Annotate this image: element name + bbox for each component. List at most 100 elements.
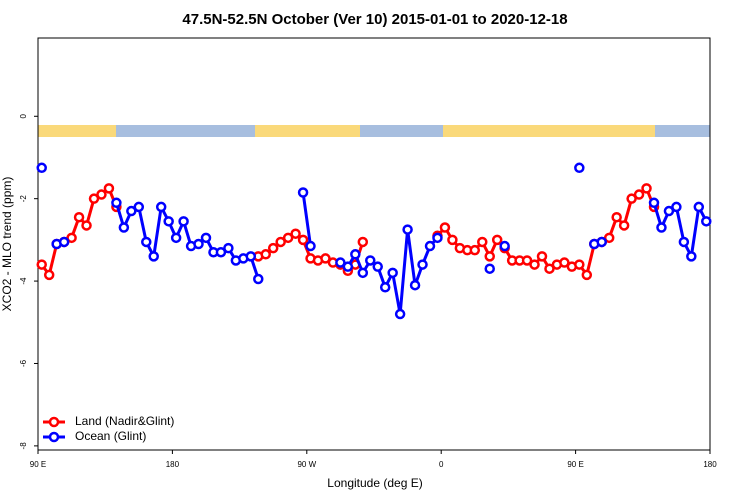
data-point — [574, 162, 585, 174]
data-point — [155, 201, 167, 213]
legend-marker — [48, 416, 60, 428]
data-point — [96, 189, 107, 200]
data-point — [379, 282, 391, 293]
x-tick-label: 90 E — [30, 460, 46, 469]
data-point — [290, 228, 301, 239]
data-point — [193, 238, 204, 250]
data-point — [297, 234, 309, 246]
chart-title: 47.5N-52.5N October (Ver 10) 2015-01-01 … — [182, 11, 567, 28]
data-point — [245, 251, 257, 262]
data-point — [603, 232, 615, 244]
data-point — [215, 246, 227, 258]
data-point — [648, 197, 660, 209]
legend-label: Ocean (Glint) — [75, 429, 146, 443]
y-tick-label: -4 — [19, 277, 28, 285]
data-point — [253, 273, 264, 285]
data-point — [633, 189, 645, 200]
legend-label: Land (Nadir&Glint) — [75, 414, 174, 428]
data-point — [671, 201, 682, 213]
x-tick-label: 90 E — [567, 460, 583, 469]
data-point — [335, 257, 346, 268]
legend: Land (Nadir&Glint)Ocean (Glint) — [43, 414, 174, 443]
data-point — [282, 232, 294, 244]
data-point — [66, 232, 77, 244]
data-point — [365, 255, 376, 266]
plot-frame — [37, 37, 711, 451]
data-point — [656, 222, 667, 233]
data-point — [350, 249, 361, 260]
data-point — [372, 261, 383, 272]
data-point — [663, 205, 675, 217]
data-point — [469, 244, 481, 256]
land-strip — [443, 125, 655, 137]
data-point — [342, 261, 354, 272]
data-point — [693, 201, 705, 213]
data-point — [260, 249, 271, 260]
data-point — [267, 242, 279, 254]
data-point — [678, 236, 690, 248]
data-point — [58, 236, 70, 248]
data-point — [491, 234, 503, 246]
data-point — [618, 220, 630, 231]
data-point — [36, 162, 47, 174]
data-point — [118, 222, 130, 233]
data-point — [581, 269, 593, 281]
data-point — [686, 251, 697, 262]
data-point — [574, 259, 585, 270]
data-point — [148, 251, 159, 262]
data-point — [73, 211, 85, 223]
data-point — [275, 236, 286, 248]
data-point — [447, 234, 458, 246]
data-point — [133, 201, 145, 213]
data-point — [432, 232, 443, 244]
land-ocean-strip — [38, 125, 710, 137]
data-point — [81, 220, 92, 231]
y-tick-label: -6 — [19, 359, 28, 367]
data-point — [357, 236, 369, 248]
data-point — [641, 183, 652, 194]
data-point — [387, 267, 398, 279]
data-point — [596, 236, 607, 248]
y-tick-label: -8 — [19, 442, 28, 450]
data-point — [424, 240, 436, 252]
data-point — [544, 263, 555, 274]
data-point — [499, 240, 510, 252]
y-tick-label: 0 — [19, 114, 28, 119]
x-tick-label: 90 W — [297, 460, 316, 469]
land-strip — [255, 125, 360, 137]
data-point — [439, 222, 451, 233]
data-point — [141, 236, 152, 248]
data-point — [409, 279, 421, 291]
data-point — [536, 251, 548, 262]
data-point — [297, 187, 309, 198]
data-point — [178, 216, 189, 227]
data-point — [223, 242, 234, 254]
data-point — [305, 240, 316, 252]
data-point — [417, 259, 428, 270]
data-point — [88, 193, 100, 204]
x-tick-label: 0 — [439, 460, 444, 469]
data-point — [559, 257, 570, 268]
data-point — [611, 211, 622, 223]
data-point — [484, 263, 495, 274]
data-point — [626, 193, 637, 204]
legend-marker — [48, 431, 60, 443]
data-point — [43, 269, 55, 281]
data-point — [529, 259, 540, 270]
data-point — [163, 216, 174, 227]
x-tick-label: 180 — [703, 460, 717, 469]
data-point — [36, 259, 47, 270]
data-point — [126, 205, 137, 217]
x-axis-label: Longitude (deg E) — [327, 476, 422, 490]
data-point — [394, 308, 406, 320]
data-point — [402, 224, 413, 235]
data-point — [521, 255, 533, 266]
y-tick-label: -2 — [19, 195, 28, 203]
data-point — [484, 251, 495, 262]
data-point — [111, 197, 122, 209]
data-point — [170, 232, 182, 244]
x-tick-label: 180 — [166, 460, 180, 469]
data-point — [477, 236, 488, 248]
